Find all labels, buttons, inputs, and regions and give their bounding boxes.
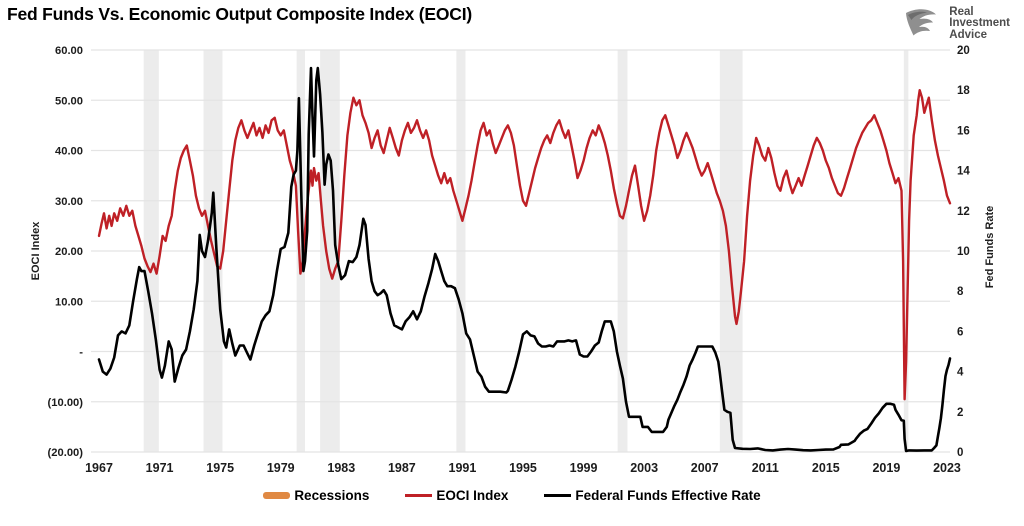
svg-text:60.00: 60.00 [55, 45, 83, 57]
svg-text:20: 20 [957, 45, 970, 57]
svg-text:1995: 1995 [509, 461, 537, 475]
svg-text:2015: 2015 [812, 461, 840, 475]
svg-text:40.00: 40.00 [55, 146, 83, 158]
legend-item-eoci: EOCI Index [405, 488, 508, 503]
legend-label: Federal Funds Effective Rate [575, 488, 761, 503]
legend-label: Recessions [294, 488, 370, 503]
svg-text:2023: 2023 [933, 461, 961, 475]
svg-text:1983: 1983 [327, 461, 355, 475]
series-eoci [97, 88, 952, 401]
svg-text:2: 2 [957, 407, 963, 419]
svg-text:30.00: 30.00 [55, 196, 83, 208]
svg-text:18: 18 [957, 85, 970, 97]
svg-text:-: - [79, 347, 83, 359]
right-axis-title: Fed Funds Rate [984, 205, 996, 289]
svg-text:20.00: 20.00 [55, 246, 83, 258]
eoci-line-swatch [405, 494, 433, 497]
fedfunds-line-swatch [544, 494, 572, 497]
brand-line-1: Real [949, 5, 974, 18]
brand-line-3: Advice [949, 28, 987, 41]
svg-text:(20.00): (20.00) [48, 447, 84, 459]
svg-text:10: 10 [957, 246, 970, 258]
svg-text:50.00: 50.00 [55, 95, 83, 107]
brand-logo: Real Investment Advice [903, 6, 1010, 42]
eagle-icon [906, 9, 937, 36]
svg-text:2011: 2011 [752, 461, 779, 475]
svg-text:4: 4 [957, 367, 964, 379]
svg-text:1987: 1987 [388, 461, 416, 475]
svg-text:0: 0 [957, 447, 963, 459]
svg-text:2019: 2019 [872, 461, 900, 475]
x-tick-labels: 1967 1971 1975 1979 1983 1987 1991 1995 1999 2003… [85, 461, 961, 475]
svg-text:6: 6 [957, 326, 963, 338]
left-axis-title: EOCI Index [30, 221, 42, 281]
svg-text:(10.00): (10.00) [48, 397, 84, 409]
svg-text:10.00: 10.00 [55, 296, 83, 308]
grid-lines [91, 49, 950, 453]
svg-text:1991: 1991 [449, 461, 477, 475]
svg-text:8: 8 [957, 286, 964, 298]
legend-item-recessions: Recessions [263, 488, 369, 503]
svg-text:16: 16 [957, 125, 970, 137]
series-fedfunds [97, 66, 952, 453]
legend-item-fedfunds: Federal Funds Effective Rate [544, 488, 761, 503]
recession-swatch [263, 492, 291, 499]
brand-line-2: Investment [949, 17, 1010, 30]
y-left-tick-labels: 60.00 50.00 40.00 30.00 20.00 10.00 - (10.00) (2… [48, 45, 84, 459]
legend: Recessions EOCI Index Federal Funds Effe… [0, 488, 1024, 503]
svg-text:12: 12 [957, 206, 970, 218]
svg-text:1971: 1971 [146, 461, 174, 475]
svg-text:2007: 2007 [691, 461, 719, 475]
brand-name: Real Investment Advice [949, 5, 1010, 42]
chart-title: Fed Funds Vs. Economic Output Composite … [7, 4, 473, 24]
svg-text:14: 14 [957, 166, 970, 178]
svg-text:1999: 1999 [570, 461, 598, 475]
svg-text:1967: 1967 [85, 461, 113, 475]
svg-text:2003: 2003 [630, 461, 658, 475]
svg-text:1975: 1975 [206, 461, 234, 475]
svg-text:1979: 1979 [267, 461, 295, 475]
legend-label: EOCI Index [436, 488, 509, 503]
